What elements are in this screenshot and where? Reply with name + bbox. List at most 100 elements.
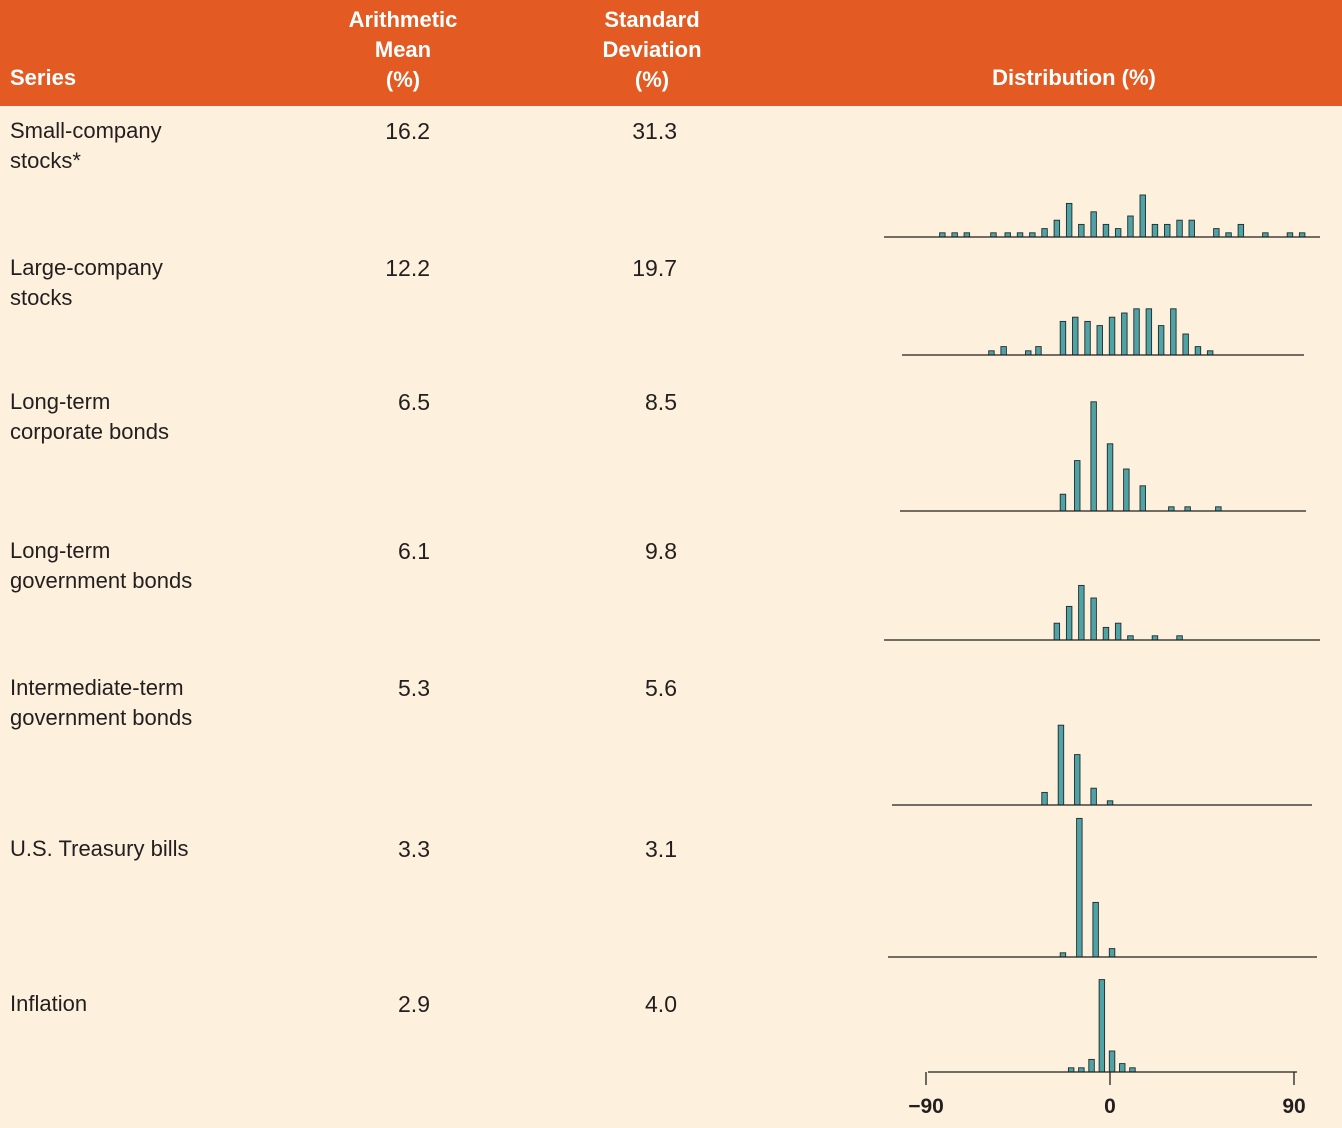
series-label-line: Long-term bbox=[10, 389, 111, 414]
histogram-bar bbox=[1106, 443, 1114, 512]
header-std-line-1: Standard bbox=[604, 7, 700, 32]
histogram-bar bbox=[1096, 325, 1103, 356]
mean-value: 2.9 bbox=[398, 991, 430, 1017]
series-label-line: government bonds bbox=[10, 705, 193, 730]
series-label: Small-company stocks* bbox=[10, 116, 162, 176]
histogram-bar bbox=[1057, 724, 1065, 806]
mean-value: 3.3 bbox=[398, 836, 430, 862]
header-arithmetic-mean: Arithmetic Mean (%) bbox=[323, 5, 483, 95]
histogram-bar bbox=[1090, 401, 1097, 512]
x-tick-label: −90 bbox=[908, 1095, 944, 1118]
histogram-bar bbox=[1170, 308, 1177, 356]
series-label: U.S. Treasury bills bbox=[10, 834, 189, 864]
mean-value: 6.1 bbox=[398, 538, 430, 564]
histogram-bar bbox=[1188, 219, 1195, 238]
histogram-bar bbox=[1065, 605, 1073, 641]
std-value: 31.3 bbox=[632, 118, 677, 144]
series-label-line: Small-company bbox=[10, 118, 162, 143]
series-label: Long-term corporate bonds bbox=[10, 387, 169, 447]
histogram-bar bbox=[1151, 223, 1159, 238]
series-label-line: U.S. Treasury bills bbox=[10, 836, 189, 861]
std-value: 3.1 bbox=[645, 836, 677, 862]
header-series-label: Series bbox=[10, 65, 77, 90]
header-distribution-label: Distribution (%) bbox=[992, 65, 1156, 90]
series-histogram bbox=[928, 979, 1297, 1073]
series-histogram bbox=[902, 308, 1304, 356]
series-histogram bbox=[884, 194, 1320, 238]
histogram-bar bbox=[1065, 202, 1073, 238]
header-std-line-3: (%) bbox=[634, 67, 670, 92]
series-label: Intermediate-term government bonds bbox=[10, 673, 192, 733]
series-label-line: Intermediate-term bbox=[10, 675, 184, 700]
series-histogram bbox=[888, 817, 1317, 958]
std-value: 5.6 bbox=[645, 675, 677, 701]
header-std-line-2: Deviation bbox=[602, 37, 702, 62]
histogram-bar bbox=[1090, 787, 1097, 806]
histogram-bar bbox=[1102, 626, 1110, 641]
x-tick-label: 90 bbox=[1282, 1095, 1305, 1118]
series-label: Large-company stocks bbox=[10, 253, 163, 313]
histogram-bar bbox=[1139, 485, 1146, 512]
histogram-bar bbox=[1114, 622, 1122, 641]
histogram-bar bbox=[1000, 346, 1007, 356]
histogram-bar bbox=[1041, 791, 1048, 806]
series-histogram bbox=[892, 724, 1312, 806]
std-value: 4.0 bbox=[645, 991, 677, 1017]
mean-value: 6.5 bbox=[398, 389, 430, 415]
histogram-bar bbox=[1072, 316, 1079, 356]
header-series: Series bbox=[10, 63, 76, 93]
histogram-bar bbox=[1074, 754, 1081, 806]
histogram-bar bbox=[1182, 333, 1189, 356]
series-label-line: Long-term bbox=[10, 538, 111, 563]
histogram-bar bbox=[1088, 1058, 1095, 1073]
series-label-line: Large-company bbox=[10, 255, 163, 280]
series-histogram bbox=[900, 401, 1306, 512]
histogram-bar bbox=[1108, 316, 1116, 356]
histogram-bar bbox=[1164, 223, 1171, 238]
histogram-bar bbox=[1139, 194, 1146, 238]
histogram-bar bbox=[1053, 219, 1061, 238]
histogram-bar bbox=[1078, 223, 1085, 238]
histogram-bar bbox=[1194, 346, 1202, 356]
series-label-line: stocks bbox=[10, 285, 73, 310]
histogram-bar bbox=[1237, 223, 1245, 238]
histogram-bar bbox=[1102, 223, 1110, 238]
std-value: 19.7 bbox=[632, 255, 677, 281]
header-distribution: Distribution (%) bbox=[932, 63, 1216, 93]
histogram-bar bbox=[1123, 468, 1130, 512]
series-label-line: stocks* bbox=[10, 148, 81, 173]
histogram-bar bbox=[1041, 228, 1048, 238]
histogram-bar bbox=[1084, 320, 1091, 356]
histogram-bar bbox=[1108, 948, 1116, 958]
histogram-bar bbox=[1090, 597, 1097, 641]
table-header: Series Arithmetic Mean (%) Standard Devi… bbox=[0, 0, 1342, 106]
histogram-bar bbox=[1059, 320, 1067, 356]
histogram-bar bbox=[1176, 219, 1183, 238]
series-label: Inflation bbox=[10, 989, 87, 1019]
histogram-bar bbox=[1213, 228, 1220, 238]
histogram-bar bbox=[1108, 1050, 1116, 1073]
histogram-bar bbox=[1119, 1063, 1126, 1073]
histogram-bar bbox=[1035, 346, 1042, 356]
histogram-bar bbox=[1114, 228, 1122, 238]
histogram-bar bbox=[1090, 211, 1097, 238]
histogram-bar bbox=[1133, 308, 1140, 356]
histogram-bar bbox=[1053, 622, 1061, 641]
header-standard-deviation: Standard Deviation (%) bbox=[572, 5, 732, 95]
std-value: 8.5 bbox=[645, 389, 677, 415]
header-mean-line-1: Arithmetic bbox=[348, 7, 458, 32]
histogram-bar bbox=[1157, 325, 1165, 356]
histogram-bar bbox=[1098, 979, 1106, 1073]
x-tick-label: 0 bbox=[1104, 1095, 1116, 1118]
series-histogram bbox=[884, 584, 1320, 641]
mean-value: 12.2 bbox=[385, 255, 430, 281]
series-label: Long-term government bonds bbox=[10, 536, 192, 596]
histogram-bar bbox=[1078, 584, 1085, 641]
std-value: 9.8 bbox=[645, 538, 677, 564]
series-label-line: corporate bonds bbox=[10, 419, 169, 444]
histogram-bar bbox=[1092, 901, 1099, 958]
header-mean-line-3: (%) bbox=[385, 67, 421, 92]
histogram-bar bbox=[1127, 215, 1134, 238]
mean-value: 16.2 bbox=[385, 118, 430, 144]
